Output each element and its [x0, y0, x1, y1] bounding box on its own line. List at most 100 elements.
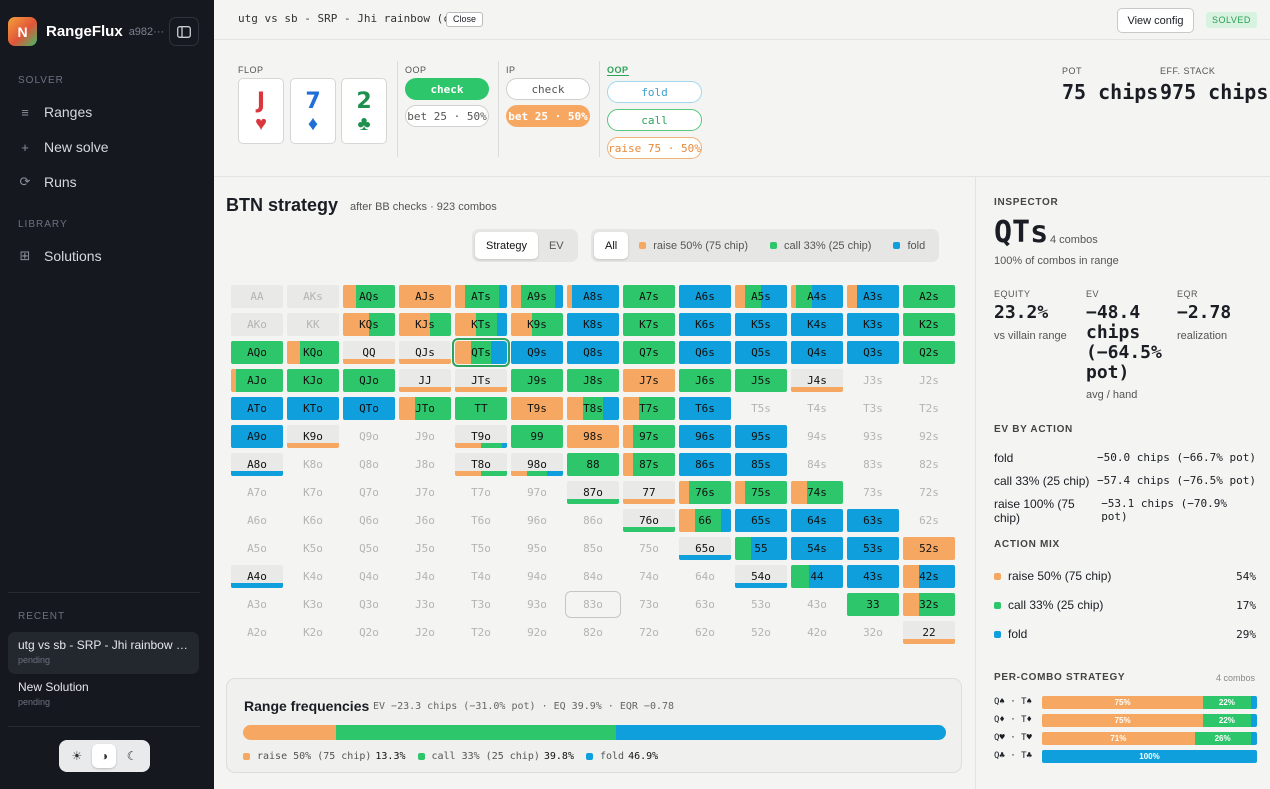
hand-cell-j5s[interactable]: J5s	[735, 369, 787, 392]
hand-cell-93s[interactable]: 93s	[847, 425, 899, 448]
hand-cell-62o[interactable]: 62o	[679, 621, 731, 644]
hand-cell-42s[interactable]: 42s	[903, 565, 955, 588]
hand-cell-t5o[interactable]: T5o	[455, 537, 507, 560]
hand-cell-74s[interactable]: 74s	[791, 481, 843, 504]
hand-cell-62s[interactable]: 62s	[903, 509, 955, 532]
hand-cell-k6o[interactable]: K6o	[287, 509, 339, 532]
filter-fold[interactable]: fold	[882, 232, 936, 259]
hand-cell-83o[interactable]: 83o	[565, 591, 621, 618]
hand-cell-94s[interactable]: 94s	[791, 425, 843, 448]
hand-cell-kqs[interactable]: KQs	[343, 313, 395, 336]
view-config-button[interactable]: View config	[1117, 8, 1194, 33]
hand-cell-k9s[interactable]: K9s	[511, 313, 563, 336]
hand-cell-t6s[interactable]: T6s	[679, 397, 731, 420]
hand-cell-q8s[interactable]: Q8s	[567, 341, 619, 364]
filter-all[interactable]: All	[594, 232, 629, 259]
hand-cell-a8o[interactable]: A8o	[231, 453, 283, 476]
hand-cell-k5s[interactable]: K5s	[735, 313, 787, 336]
hand-cell-53s[interactable]: 53s	[847, 537, 899, 560]
hand-cell-92s[interactable]: 92s	[903, 425, 955, 448]
hand-cell-kts[interactable]: KTs	[455, 313, 507, 336]
hand-cell-94o[interactable]: 94o	[511, 565, 563, 588]
hand-cell-j6s[interactable]: J6s	[679, 369, 731, 392]
sidebar-item-new-solve[interactable]: + New solve	[18, 139, 108, 155]
hand-cell-q6s[interactable]: Q6s	[679, 341, 731, 364]
hand-cell-k6s[interactable]: K6s	[679, 313, 731, 336]
hand-cell-q7o[interactable]: Q7o	[343, 481, 395, 504]
hand-cell-j4o[interactable]: J4o	[399, 565, 451, 588]
hand-cell-k8s[interactable]: K8s	[567, 313, 619, 336]
recent-item[interactable]: utg vs sb - SRP - Jhi rainbow (copy) pen…	[8, 632, 199, 674]
ip-check-button[interactable]: check	[506, 78, 590, 100]
hand-cell-a2s[interactable]: A2s	[903, 285, 955, 308]
hand-cell-82o[interactable]: 82o	[567, 621, 619, 644]
hand-cell-k7o[interactable]: K7o	[287, 481, 339, 504]
hand-cell-qto[interactable]: QTo	[343, 397, 395, 420]
hand-cell-j8s[interactable]: J8s	[567, 369, 619, 392]
hand-cell-73s[interactable]: 73s	[847, 481, 899, 504]
hand-cell-j3o[interactable]: J3o	[399, 593, 451, 616]
hand-cell-a9s[interactable]: A9s	[511, 285, 563, 308]
hand-cell-44[interactable]: 44	[791, 565, 843, 588]
hand-cell-j5o[interactable]: J5o	[399, 537, 451, 560]
hand-cell-a8s[interactable]: A8s	[567, 285, 619, 308]
hand-cell-q9o[interactable]: Q9o	[343, 425, 395, 448]
hand-cell-q4o[interactable]: Q4o	[343, 565, 395, 588]
hand-cell-jto[interactable]: JTo	[399, 397, 451, 420]
hand-cell-72s[interactable]: 72s	[903, 481, 955, 504]
hand-cell-k2s[interactable]: K2s	[903, 313, 955, 336]
hand-cell-t2s[interactable]: T2s	[903, 397, 955, 420]
hand-cell-q9s[interactable]: Q9s	[511, 341, 563, 364]
hand-cell-a3o[interactable]: A3o	[231, 593, 283, 616]
hand-cell-qq[interactable]: QQ	[343, 341, 395, 364]
hand-cell-98o[interactable]: 98o	[511, 453, 563, 476]
hand-cell-33[interactable]: 33	[847, 593, 899, 616]
hand-cell-86o[interactable]: 86o	[567, 509, 619, 532]
close-button[interactable]: Close	[446, 12, 484, 27]
hand-cell-84o[interactable]: 84o	[567, 565, 619, 588]
hand-cell-64o[interactable]: 64o	[679, 565, 731, 588]
hand-cell-j3s[interactable]: J3s	[847, 369, 899, 392]
sun-icon[interactable]: ☀	[71, 749, 83, 763]
hand-cell-55[interactable]: 55	[735, 537, 787, 560]
hand-cell-82s[interactable]: 82s	[903, 453, 955, 476]
hand-cell-qjo[interactable]: QJo	[343, 369, 395, 392]
hand-cell-63s[interactable]: 63s	[847, 509, 899, 532]
hand-cell-96o[interactable]: 96o	[511, 509, 563, 532]
hand-cell-52s[interactable]: 52s	[903, 537, 955, 560]
hand-cell-kk[interactable]: KK	[287, 313, 339, 336]
hand-cell-22[interactable]: 22	[903, 621, 955, 644]
hand-cell-t7s[interactable]: T7s	[623, 397, 675, 420]
hand-cell-qjs[interactable]: QJs	[399, 341, 451, 364]
hand-cell-54s[interactable]: 54s	[791, 537, 843, 560]
hand-cell-t9o[interactable]: T9o	[455, 425, 507, 448]
hand-cell-92o[interactable]: 92o	[511, 621, 563, 644]
hand-cell-kjs[interactable]: KJs	[399, 313, 451, 336]
hand-cell-ato[interactable]: ATo	[231, 397, 283, 420]
hand-cell-ako[interactable]: AKo	[231, 313, 283, 336]
hand-cell-kqo[interactable]: KQo	[287, 341, 339, 364]
hand-cell-t4s[interactable]: T4s	[791, 397, 843, 420]
hand-cell-53o[interactable]: 53o	[735, 593, 787, 616]
hand-cell-t7o[interactable]: T7o	[455, 481, 507, 504]
hand-cell-jj[interactable]: JJ	[399, 369, 451, 392]
hand-cell-54o[interactable]: 54o	[735, 565, 787, 588]
recent-item[interactable]: New Solution pending	[8, 674, 199, 716]
hand-cell-32o[interactable]: 32o	[847, 621, 899, 644]
ip-bet-button[interactable]: bet 25 · 50%	[506, 105, 590, 127]
hand-cell-k4s[interactable]: K4s	[791, 313, 843, 336]
hand-cell-ats[interactable]: ATs	[455, 285, 507, 308]
hand-cell-k5o[interactable]: K5o	[287, 537, 339, 560]
hand-cell-66[interactable]: 66	[679, 509, 731, 532]
hand-cell-j7o[interactable]: J7o	[399, 481, 451, 504]
hand-cell-73o[interactable]: 73o	[623, 593, 675, 616]
tab-ev[interactable]: EV	[548, 239, 564, 252]
brand[interactable]: N RangeFlux a982···	[8, 17, 164, 46]
hand-cell-74o[interactable]: 74o	[623, 565, 675, 588]
tab-strategy[interactable]: Strategy	[475, 232, 538, 259]
hand-cell-q2s[interactable]: Q2s	[903, 341, 955, 364]
hand-cell-t5s[interactable]: T5s	[735, 397, 787, 420]
hand-cell-q6o[interactable]: Q6o	[343, 509, 395, 532]
hand-cell-72o[interactable]: 72o	[623, 621, 675, 644]
hand-cell-95s[interactable]: 95s	[735, 425, 787, 448]
